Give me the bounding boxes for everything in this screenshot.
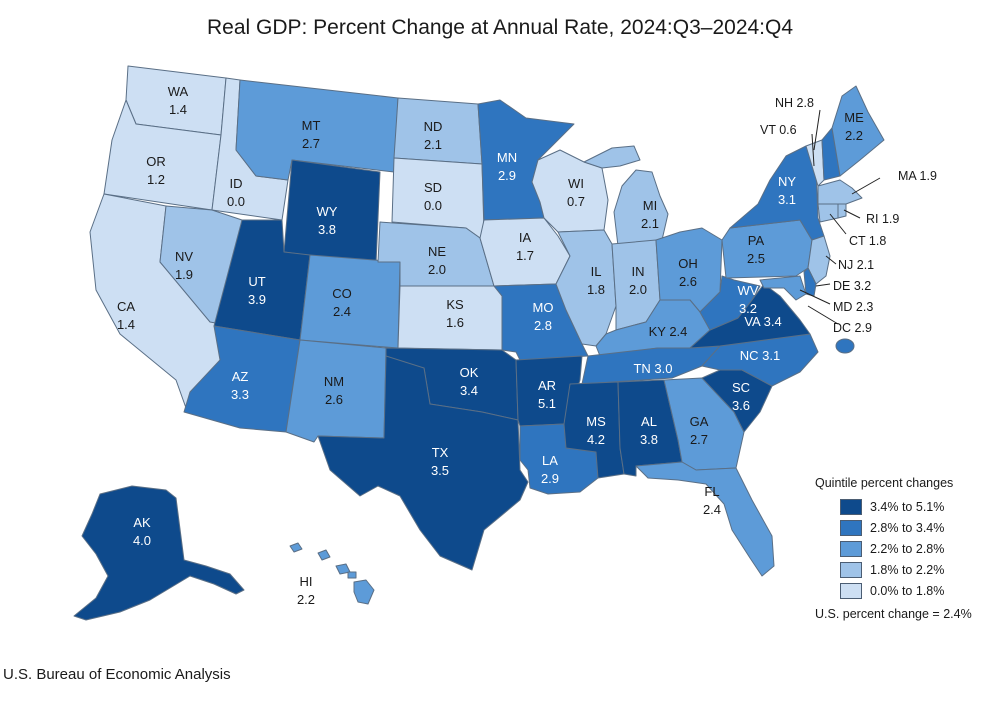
leader-nh: [813, 109, 821, 151]
leader-nj: [825, 255, 837, 265]
label-in: IN 2.0: [629, 264, 647, 297]
label-oh: OH 2.6: [678, 256, 698, 289]
label-ga: GA 2.7: [690, 414, 709, 447]
label-or: OR 1.2: [146, 154, 166, 187]
source-credit: U.S. Bureau of Economic Analysis: [3, 666, 231, 683]
label-wa: WA 1.4: [168, 84, 189, 117]
label-nj: NJ 2.1: [838, 258, 874, 272]
label-tn: TN 3.0: [633, 361, 672, 376]
label-nv: NV 1.9: [175, 249, 193, 282]
map-title: Real GDP: Percent Change at Annual Rate,…: [206, 16, 794, 39]
label-wv: WV 3.2: [738, 283, 759, 316]
legend-swatch: [840, 519, 862, 536]
label-az: AZ 3.3: [231, 369, 249, 402]
state-pa: [721, 219, 813, 279]
label-ak: AK 4.0: [133, 515, 151, 548]
leader-dc: [807, 305, 839, 325]
label-il: IL 1.8: [587, 264, 605, 297]
label-ny: NY 3.1: [778, 174, 796, 207]
state-hi2: [317, 549, 331, 561]
label-nc: NC 3.1: [740, 348, 780, 363]
label-dc: DC 2.9: [833, 321, 872, 335]
label-nm: NM 2.6: [324, 374, 344, 407]
leader-vt: [811, 133, 815, 167]
state-wv: [699, 275, 761, 331]
state-ct: [817, 203, 839, 223]
leader-ma: [851, 177, 881, 195]
legend-label: 2.8% to 3.4%: [870, 520, 945, 535]
state-ri: [837, 203, 847, 219]
legend-item: 0.0% to 1.8%: [815, 580, 995, 601]
legend-item: 2.2% to 2.8%: [815, 538, 995, 559]
state-nm: [285, 339, 387, 443]
label-sd: SD 0.0: [424, 180, 442, 213]
label-wi: WI 0.7: [567, 176, 585, 209]
legend-label: 3.4% to 5.1%: [870, 499, 945, 514]
label-nh: NH 2.8: [775, 96, 814, 110]
label-ms: MS 4.2: [586, 414, 606, 447]
state-fl: [635, 461, 775, 577]
label-ca: CA 1.4: [117, 299, 135, 332]
label-md: MD 2.3: [833, 300, 873, 314]
legend-item: 1.8% to 2.2%: [815, 559, 995, 580]
state-ak: [73, 485, 245, 621]
leader-md: [799, 289, 831, 305]
label-ky: KY 2.4: [649, 324, 688, 339]
label-mn: MN 2.9: [497, 150, 517, 183]
label-va: VA 3.4: [744, 314, 781, 329]
label-wy: WY 3.8: [317, 204, 338, 237]
state-hi1: [289, 542, 303, 553]
state-co: [299, 254, 401, 349]
legend-swatch: [840, 582, 862, 599]
label-mt: MT 2.7: [302, 118, 321, 151]
label-ma: MA 1.9: [898, 169, 937, 183]
legend-label: 0.0% to 1.8%: [870, 583, 945, 598]
label-id: ID 0.0: [227, 176, 245, 209]
state-md: [759, 275, 807, 301]
leader-ct: [829, 213, 847, 235]
state-hi4: [347, 571, 357, 579]
label-ne: NE 2.0: [428, 244, 446, 277]
legend-swatch: [840, 561, 862, 578]
label-tx: TX 3.5: [431, 445, 449, 478]
label-co: CO 2.4: [332, 286, 352, 319]
label-ia: IA 1.7: [516, 230, 534, 263]
label-mo: MO 2.8: [533, 300, 554, 333]
label-hi: HI 2.2: [297, 574, 315, 607]
label-ar: AR 5.1: [538, 378, 556, 411]
label-mi: MI 2.1: [641, 198, 659, 231]
label-pa: PA 2.5: [747, 233, 765, 266]
legend-swatch: [840, 540, 862, 557]
legend-label: 2.2% to 2.8%: [870, 541, 945, 556]
legend-label: 1.8% to 2.2%: [870, 562, 945, 577]
legend: Quintile percent changes 3.4% to 5.1% 2.8…: [815, 476, 995, 621]
label-ut: UT 3.9: [248, 274, 266, 307]
legend-item: 3.4% to 5.1%: [815, 496, 995, 517]
label-nd: ND 2.1: [424, 119, 443, 152]
legend-item: 2.8% to 3.4%: [815, 517, 995, 538]
state-mi: [583, 145, 641, 169]
label-de: DE 3.2: [833, 279, 871, 293]
label-la: LA 2.9: [541, 453, 559, 486]
state-tx: [317, 355, 529, 571]
label-sc: SC 3.6: [732, 380, 750, 413]
label-ks: KS 1.6: [446, 297, 464, 330]
label-ok: OK 3.4: [460, 365, 479, 398]
us-percent-change-note: U.S. percent change = 2.4%: [815, 607, 972, 621]
state-dc: [835, 338, 855, 354]
state-hi5: [353, 579, 375, 605]
label-fl: FL 2.4: [703, 484, 721, 517]
state-mi2: [613, 169, 669, 247]
state-me: [831, 85, 885, 177]
leader-de: [815, 283, 831, 287]
label-al: AL 3.8: [640, 414, 658, 447]
legend-title: Quintile percent changes: [815, 476, 954, 490]
label-ri: RI 1.9: [866, 212, 899, 226]
leader-ri: [843, 209, 861, 219]
label-ct: CT 1.8: [849, 234, 886, 248]
label-me: ME 2.2: [844, 110, 864, 143]
label-vt: VT 0.6: [760, 123, 797, 137]
legend-swatch: [840, 498, 862, 515]
